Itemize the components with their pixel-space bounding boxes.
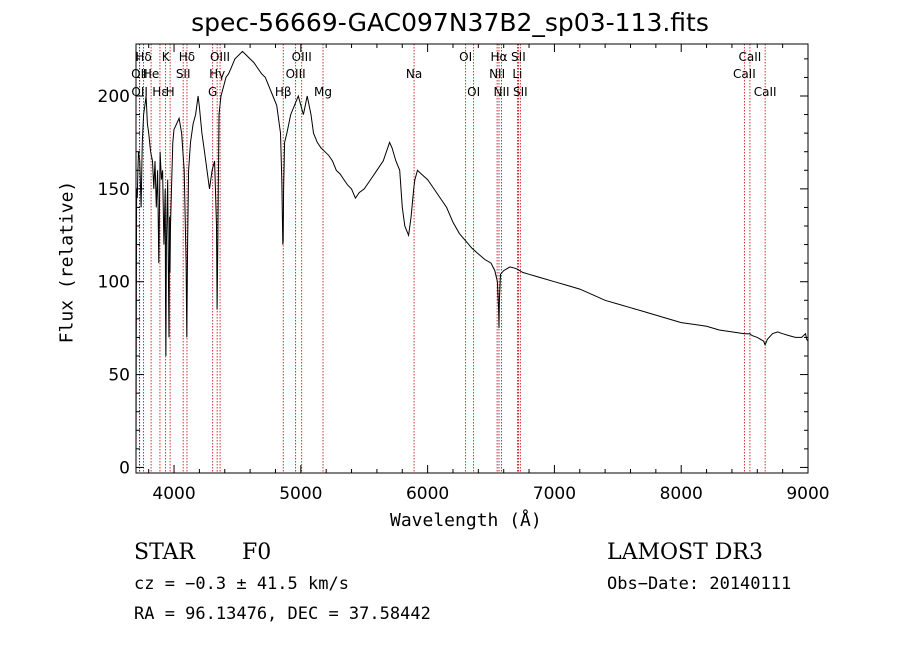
line-marker-label: OII [131,67,148,81]
spectral-subclass: F0 [242,540,272,565]
line-marker-label: SII [513,85,528,99]
line-marker-label: OI [459,50,472,64]
y-tick-label: 0 [119,458,130,478]
plot-frame [135,43,809,474]
line-marker-label: SII [176,67,191,81]
x-tick-label: 5000 [279,484,322,504]
line-marker-label: Na [406,67,422,81]
y-tick-label: 200 [98,87,130,107]
line-marker-label: Hδ [135,50,151,64]
line-marker-label: Mg [314,85,332,99]
line-marker-label: He [143,67,159,81]
sky-coordinates: RA = 96.13476, DEC = 37.58442 [134,604,431,624]
line-marker-label: NII [494,85,510,99]
redshift-info: cz = −0.3 ± 41.5 km/s [134,574,349,594]
x-tick-label: 7000 [533,484,576,504]
x-tick-label: 8000 [660,484,703,504]
x-tick-label: 9000 [786,484,829,504]
y-tick-label: 50 [108,366,130,386]
line-marker-label: K [162,50,171,64]
y-tick-label: 100 [98,273,130,293]
line-marker-label: NII [489,67,505,81]
x-tick-label: 4000 [152,484,195,504]
chart-title: spec-56669-GAC097N37B2_sp03-113.fits [191,8,709,37]
line-marker-label: CaII [733,67,756,81]
line-marker-label: OIII [210,50,230,64]
line-marker-label: OII [131,85,148,99]
line-marker-label: Hα [491,50,508,64]
line-marker-label: OIII [286,67,306,81]
observation-date: Obs−Date: 20140111 [607,574,792,594]
flux-spectrum-line [135,50,809,459]
line-marker-label: CaII [754,85,777,99]
x-axis-label: Wavelength (Å) [390,510,542,531]
line-marker-label: H [166,85,175,99]
y-axis-ticks: 0 50 100 150 200 [98,58,808,478]
line-marker-label: Hε [152,85,168,99]
x-tick-label: 6000 [406,484,449,504]
line-marker-label: CaII [739,50,762,64]
line-marker-label: Hδ [179,50,195,64]
line-marker-label: G [208,85,217,99]
line-marker-label: OI [467,85,480,99]
line-marker-label: SII [511,50,526,64]
y-axis-label: Flux (relative) [56,180,78,344]
object-class: STAR [134,540,195,565]
line-marker-label: Hβ [275,85,292,99]
emission-line-markers [139,44,766,473]
line-marker-label: Li [512,67,522,81]
survey-name: LAMOST DR3 [607,540,763,565]
line-marker-label: OIII [292,50,312,64]
x-axis-ticks: 4000 5000 6000 7000 8000 9000 [148,44,830,504]
line-marker-label: Hγ [209,67,225,81]
y-tick-label: 150 [98,180,130,200]
